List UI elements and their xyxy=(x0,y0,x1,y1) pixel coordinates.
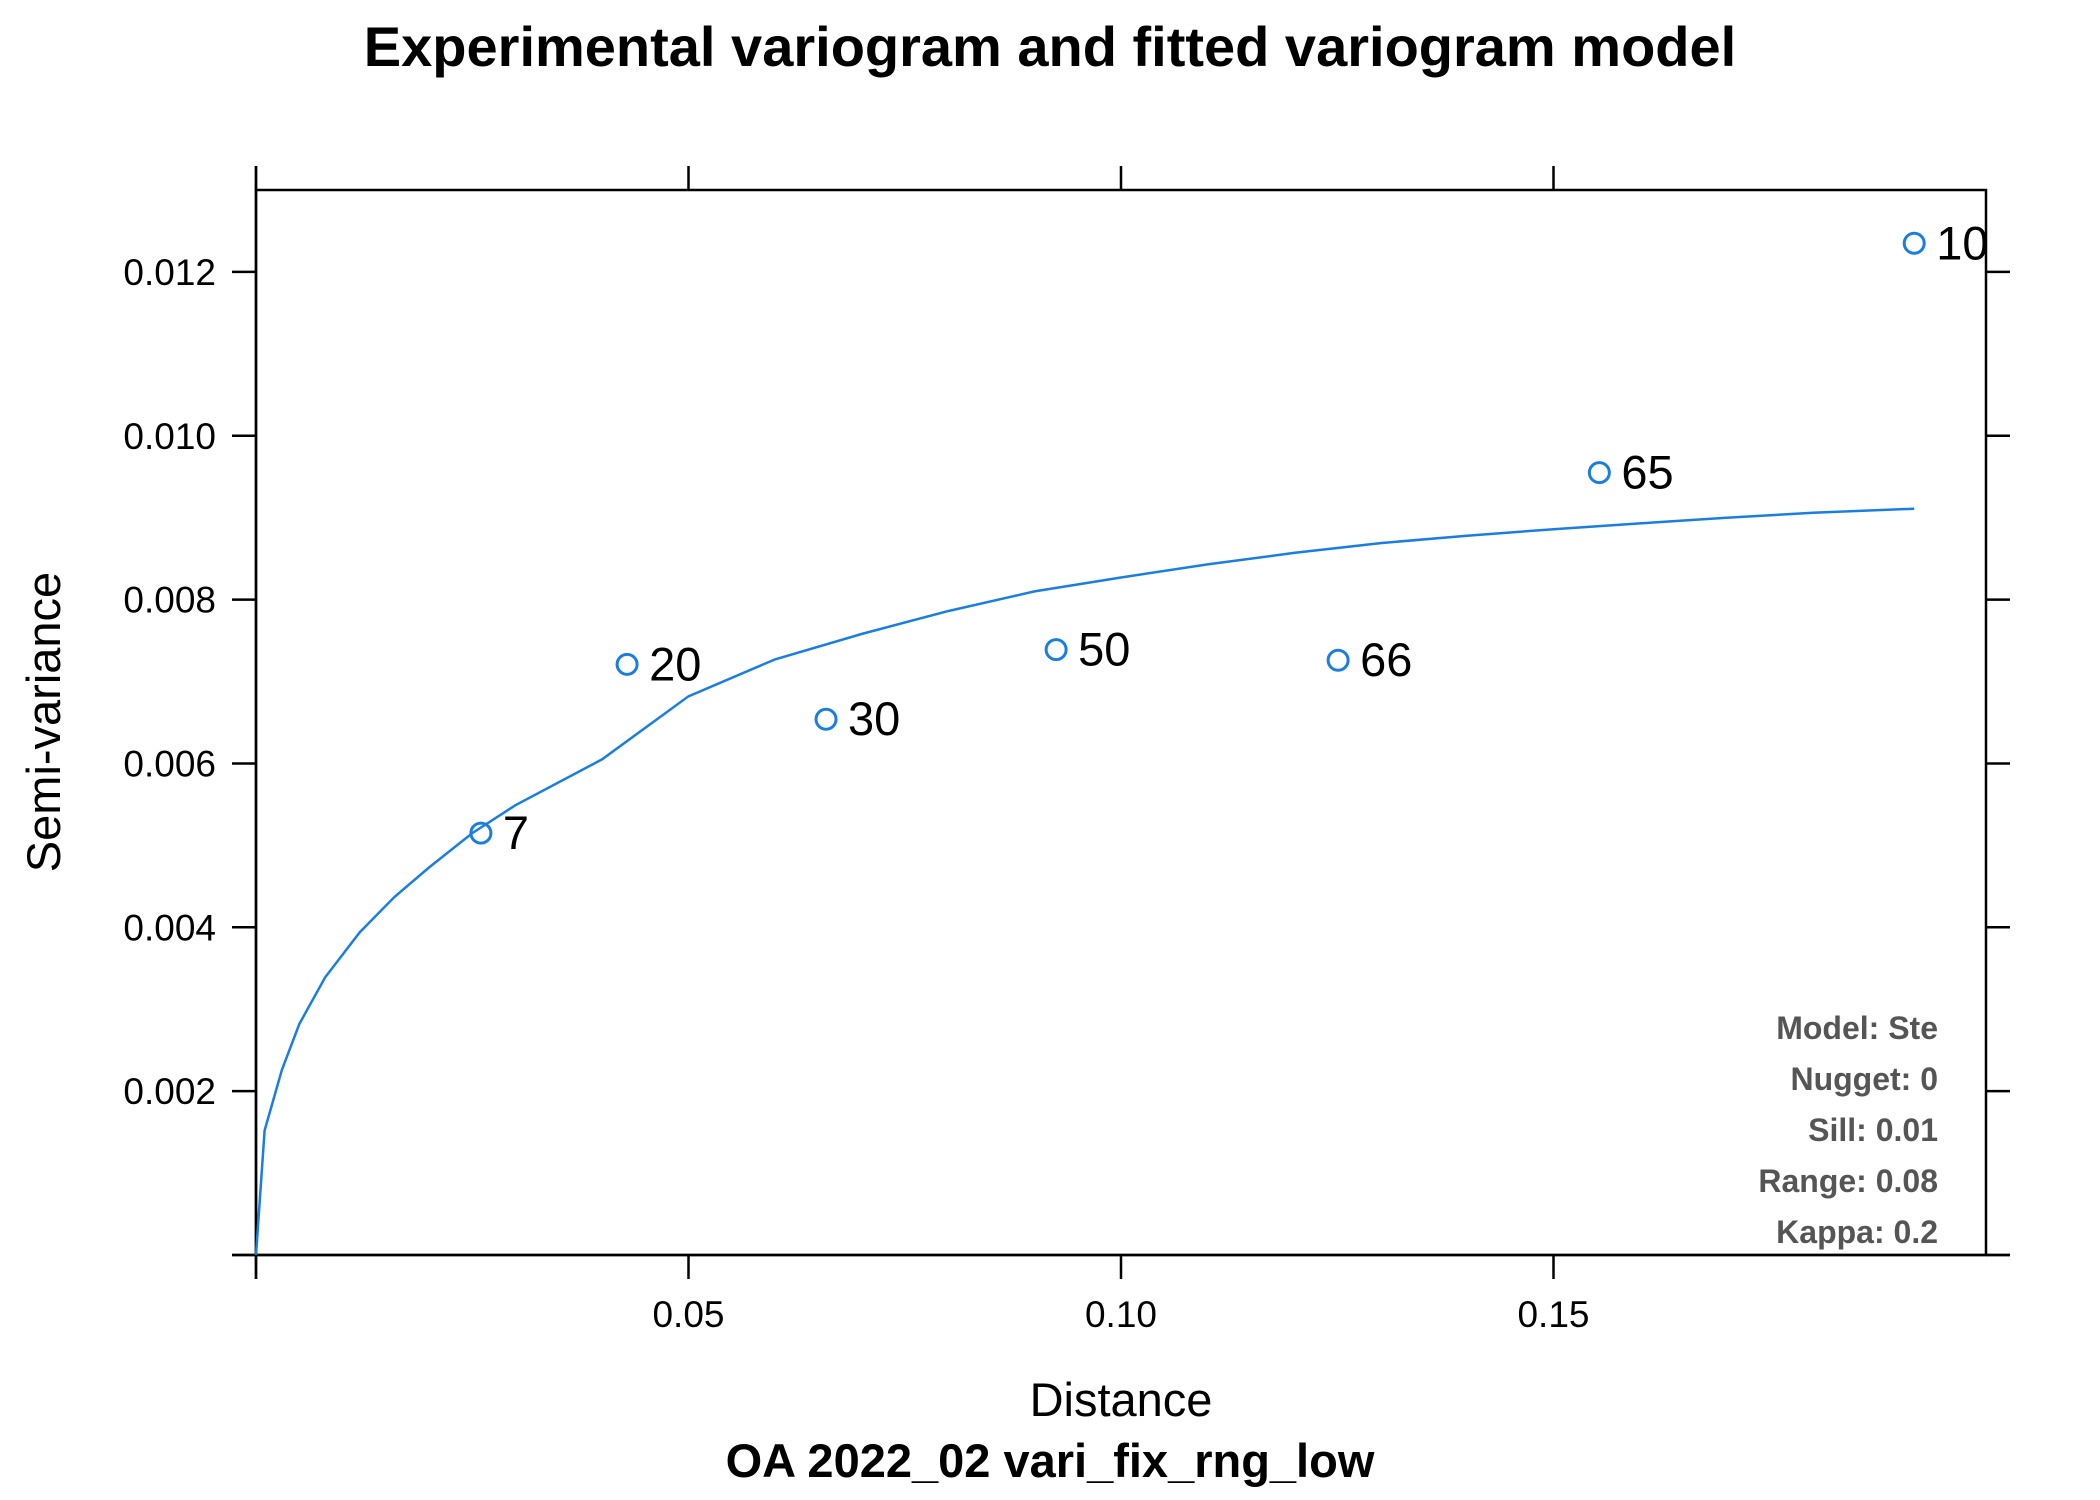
model-info-box: Model: Ste Nugget: 0 Sill: 0.01 Range: 0.08… xyxy=(1758,1010,1938,1250)
y-tick-label: 0.002 xyxy=(123,1071,216,1112)
model-info-line: Nugget: 0 xyxy=(1790,1061,1938,1097)
chart-title: Experimental variogram and fitted variog… xyxy=(364,15,1736,78)
x-tick-label: 0.10 xyxy=(1085,1294,1157,1335)
data-point xyxy=(469,821,493,845)
fitted-model-line xyxy=(254,507,1915,1256)
point-count-label: 50 xyxy=(1078,623,1130,676)
point-count-label: 10 xyxy=(1936,216,1988,269)
y-axis: 0.002 0.004 0.006 0.008 0.010 0.012 xyxy=(123,166,2010,1279)
point-count-label: 66 xyxy=(1360,633,1412,686)
data-point xyxy=(814,707,838,731)
points-layer: 7 20 30 50 66 65 10 xyxy=(469,216,1988,859)
point-count-label: 30 xyxy=(848,692,900,745)
model-curve-layer xyxy=(254,507,1915,1256)
point-count-label: 65 xyxy=(1621,446,1673,499)
y-tick-label: 0.006 xyxy=(123,743,216,784)
data-point xyxy=(615,652,639,676)
x-tick-label: 0.15 xyxy=(1517,1294,1589,1335)
x-axis-label: Distance xyxy=(1030,1373,1213,1426)
data-point xyxy=(1587,461,1611,485)
y-tick-label: 0.012 xyxy=(123,252,216,293)
model-info-line: Model: Ste xyxy=(1776,1010,1938,1046)
x-axis: 0.05 0.10 0.15 xyxy=(232,166,2010,1335)
y-axis-label: Semi-variance xyxy=(17,572,70,872)
point-count-label: 20 xyxy=(649,637,701,690)
model-info-line: Kappa: 0.2 xyxy=(1776,1214,1938,1250)
chart-subtitle: OA 2022_02 vari_fix_rng_low xyxy=(726,1434,1375,1487)
y-tick-label: 0.010 xyxy=(123,416,216,457)
data-point xyxy=(1902,231,1926,255)
data-point xyxy=(1044,638,1068,662)
x-tick-label: 0.05 xyxy=(652,1294,724,1335)
point-count-label: 7 xyxy=(503,806,529,859)
model-info-line: Range: 0.08 xyxy=(1758,1163,1938,1199)
data-point xyxy=(1326,648,1350,672)
model-info-line: Sill: 0.01 xyxy=(1808,1112,1938,1148)
y-tick-label: 0.004 xyxy=(123,907,216,948)
plot-frame xyxy=(254,188,1988,1257)
y-tick-label: 0.008 xyxy=(123,580,216,621)
